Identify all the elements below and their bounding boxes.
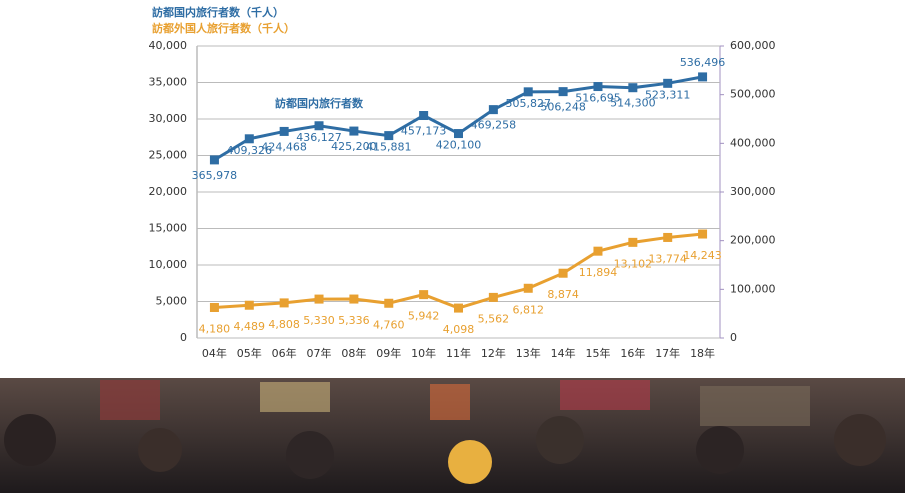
data-label: 415,881	[366, 141, 412, 154]
y2-tick-label: 500,000	[730, 88, 776, 101]
data-label: 11,894	[579, 266, 618, 279]
y-tick-label: 20,000	[149, 185, 188, 198]
marker	[628, 237, 638, 247]
x-tick-label: 04年	[202, 346, 227, 360]
data-label: 4,760	[373, 318, 405, 331]
marker	[488, 292, 498, 302]
marker	[349, 294, 359, 304]
data-label: 14,243	[683, 249, 722, 262]
y2-tick-label: 400,000	[730, 136, 776, 149]
marker	[698, 72, 708, 82]
y-tick-label: 35,000	[149, 76, 188, 89]
marker	[663, 232, 673, 242]
x-tick-label: 12年	[481, 346, 506, 360]
data-label: 4,808	[268, 318, 300, 331]
data-label: 420,100	[436, 139, 482, 152]
x-tick-label: 08年	[341, 346, 366, 360]
y-tick-label: 10,000	[149, 258, 188, 271]
data-label: 4,489	[234, 320, 266, 333]
y2-tick-label: 300,000	[730, 185, 776, 198]
x-tick-label: 18年	[690, 346, 715, 360]
marker	[593, 246, 603, 256]
marker	[454, 129, 463, 139]
marker	[384, 131, 394, 141]
marker	[698, 229, 708, 239]
photo	[0, 378, 905, 493]
marker	[419, 111, 429, 121]
y-tick-label: 25,000	[149, 149, 188, 162]
data-label: 457,173	[401, 125, 447, 138]
data-label: 365,978	[192, 169, 238, 182]
data-label: 5,336	[338, 314, 370, 327]
x-tick-label: 09年	[376, 346, 401, 360]
annotation: 訪都国内旅行者数	[275, 96, 364, 110]
marker	[244, 134, 254, 144]
y2-tick-label: 0	[730, 331, 737, 344]
marker	[209, 302, 219, 312]
y2-tick-label: 200,000	[730, 234, 776, 247]
data-label: 506,248	[540, 101, 586, 114]
y2-tick-label: 100,000	[730, 282, 776, 295]
y-tick-label: 15,000	[149, 222, 188, 235]
data-label: 4,098	[443, 323, 475, 336]
marker	[314, 294, 324, 304]
marker	[384, 298, 394, 308]
marker	[558, 268, 568, 278]
data-label: 8,874	[547, 288, 579, 301]
legend-entry: 訪都外国人旅行者数（千人）	[152, 21, 295, 35]
marker	[244, 300, 254, 310]
data-label: 6,812	[512, 303, 544, 316]
marker	[314, 121, 324, 131]
marker	[209, 155, 219, 165]
y-tick-label: 0	[180, 331, 187, 344]
y-tick-label: 5,000	[156, 295, 188, 308]
data-label: 425,200	[331, 140, 377, 153]
x-tick-label: 05年	[237, 346, 262, 360]
data-label: 4,180	[199, 322, 231, 335]
data-label: 514,300	[610, 97, 656, 110]
data-label: 469,258	[471, 119, 517, 132]
marker	[279, 298, 289, 308]
data-label: 5,942	[408, 310, 440, 323]
marker	[488, 105, 498, 115]
data-label: 5,562	[478, 312, 510, 325]
x-tick-label: 17年	[655, 346, 680, 360]
data-label: 505,827	[505, 97, 551, 110]
data-label: 436,127	[296, 131, 342, 144]
marker	[523, 283, 533, 293]
x-tick-label: 16年	[620, 346, 645, 360]
data-label: 409,326	[227, 144, 273, 157]
data-label: 5,330	[303, 314, 335, 327]
marker	[663, 78, 673, 88]
marker	[454, 303, 463, 313]
x-tick-label: 13年	[516, 346, 541, 360]
x-tick-label: 14年	[551, 346, 576, 360]
marker	[558, 87, 568, 97]
x-tick-label: 07年	[307, 346, 332, 360]
marker	[628, 83, 638, 93]
data-label: 13,102	[614, 257, 653, 270]
marker	[419, 290, 429, 300]
y2-tick-label: 600,000	[730, 39, 776, 52]
y-tick-label: 30,000	[149, 112, 188, 125]
legend-entry: 訪都国内旅行者数（千人）	[152, 5, 284, 19]
data-label: 536,496	[680, 56, 726, 69]
data-label: 523,311	[645, 88, 691, 101]
x-tick-label: 06年	[272, 346, 297, 360]
data-label: 516,695	[575, 92, 621, 105]
x-tick-label: 11年	[446, 346, 471, 360]
marker	[593, 82, 603, 92]
x-tick-label: 15年	[585, 346, 610, 360]
marker	[279, 126, 289, 136]
data-label: 13,774	[648, 252, 687, 265]
marker	[349, 126, 359, 136]
marker	[523, 87, 533, 97]
data-label: 424,468	[261, 140, 307, 153]
x-tick-label: 10年	[411, 346, 436, 360]
y-tick-label: 40,000	[149, 39, 188, 52]
